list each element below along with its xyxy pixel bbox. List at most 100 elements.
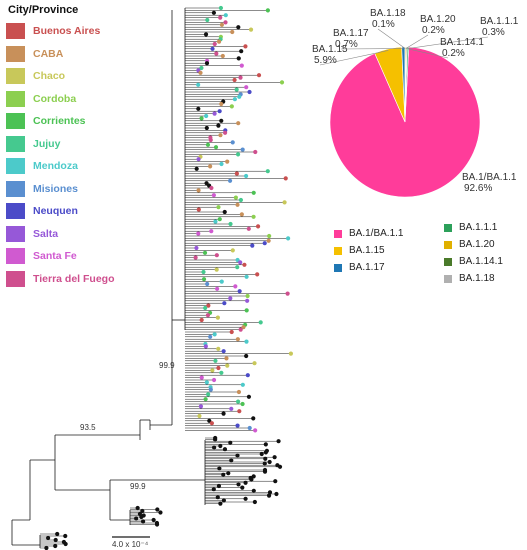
node-support-label: 99.9 bbox=[130, 482, 146, 491]
tree-tip bbox=[263, 442, 268, 447]
province-legend-row: Salta bbox=[6, 223, 166, 246]
tree-tip bbox=[266, 238, 271, 243]
tree-tip bbox=[213, 437, 218, 442]
pie-slice-percent: 92.6% bbox=[464, 183, 492, 194]
tree-tip bbox=[255, 224, 261, 229]
lineage-legend-row: BA.1.17 bbox=[334, 259, 403, 276]
tree-tip bbox=[242, 262, 247, 267]
tree-tip bbox=[228, 296, 233, 301]
tree-tip bbox=[45, 535, 51, 541]
tree-tip bbox=[235, 399, 241, 404]
province-swatch bbox=[6, 135, 25, 152]
tree-tip bbox=[219, 22, 224, 27]
lineage-label: BA.1.20 bbox=[459, 239, 495, 250]
tree-tip bbox=[219, 370, 224, 375]
tree-tip bbox=[196, 188, 201, 193]
tree-tip bbox=[251, 190, 256, 195]
tree-tip bbox=[204, 61, 210, 66]
province-label: Tierra del Fuego bbox=[33, 272, 115, 285]
tree-tip bbox=[203, 344, 208, 349]
tree-tip bbox=[134, 516, 139, 521]
province-legend-items: Buenos Aires CABA Chaco Cordoba Corrientes Ju… bbox=[6, 20, 166, 290]
province-label: Jujuy bbox=[33, 137, 61, 150]
tree-tip bbox=[218, 501, 223, 506]
tree-tip bbox=[140, 519, 146, 524]
province-legend-row: Jujuy bbox=[6, 133, 166, 156]
tree-tip bbox=[251, 416, 256, 421]
tree-tip bbox=[217, 217, 222, 222]
tree-tip bbox=[208, 164, 213, 169]
tree-tip bbox=[215, 286, 220, 291]
tree-tip bbox=[225, 363, 230, 368]
tree-tip bbox=[223, 13, 228, 18]
tree-tip bbox=[222, 130, 228, 135]
tree-tip bbox=[282, 200, 287, 205]
tree-tip bbox=[239, 49, 244, 54]
tree-tip bbox=[263, 450, 268, 455]
tree-tip bbox=[225, 159, 230, 164]
tree-tip bbox=[208, 137, 213, 143]
tree-tip bbox=[244, 85, 249, 90]
pie-slice-percent: 0.2% bbox=[422, 25, 445, 36]
tree-tip bbox=[262, 461, 267, 466]
tree-tip bbox=[272, 455, 277, 460]
pie-slice-name: BA.1.14.1 bbox=[440, 37, 484, 48]
tree-tip bbox=[209, 185, 214, 191]
tree-tip bbox=[240, 485, 245, 490]
tree-tip bbox=[221, 349, 226, 354]
tree-tip bbox=[235, 152, 241, 157]
tree-tip bbox=[211, 10, 217, 15]
tree-tip bbox=[236, 56, 241, 61]
tree-tip bbox=[199, 317, 204, 323]
lineage-legend-row: BA.1.1.1 bbox=[444, 219, 503, 236]
tree-tip bbox=[205, 142, 211, 147]
tree-tip bbox=[198, 70, 203, 75]
tree-tip bbox=[228, 221, 233, 227]
tree-tip bbox=[267, 233, 272, 239]
tree-tip bbox=[279, 80, 285, 85]
tree-tip bbox=[244, 339, 249, 344]
tree-tip bbox=[154, 522, 160, 527]
tree-tip bbox=[234, 87, 239, 92]
tree-tip bbox=[265, 8, 270, 13]
tree-tip bbox=[219, 279, 224, 284]
lineage-label: BA.1.17 bbox=[349, 262, 385, 273]
tree-tip bbox=[218, 443, 223, 449]
tree-tip bbox=[216, 123, 221, 128]
province-label: Cordoba bbox=[33, 92, 77, 105]
tree-tip bbox=[204, 113, 209, 119]
province-legend-row: Buenos Aires bbox=[6, 20, 166, 43]
tree-tip bbox=[222, 447, 228, 452]
tree-tip bbox=[214, 267, 219, 272]
tree-tip bbox=[196, 231, 201, 236]
province-label: CABA bbox=[33, 47, 64, 60]
pie-leader-line bbox=[377, 28, 406, 49]
lineage-swatch bbox=[444, 257, 452, 266]
province-legend-row: CABA bbox=[6, 43, 166, 66]
tree-tip bbox=[235, 453, 240, 458]
tree-tip bbox=[237, 289, 242, 294]
tree-tip bbox=[235, 423, 240, 428]
province-swatch bbox=[6, 158, 25, 175]
tree-tip bbox=[218, 133, 223, 138]
lineage-label: BA.1.1.1 bbox=[459, 222, 498, 233]
pie-leader-line bbox=[406, 48, 449, 59]
tree-tip bbox=[245, 298, 250, 303]
tree-tip bbox=[274, 491, 279, 497]
lineage-legend-row: BA.1.18 bbox=[444, 270, 503, 287]
tree-tip bbox=[251, 474, 256, 479]
tree-tip bbox=[155, 507, 160, 512]
tree-tip bbox=[196, 207, 201, 212]
tree-tip bbox=[250, 243, 255, 248]
tree-tip bbox=[232, 97, 237, 102]
tree-tip bbox=[193, 255, 198, 260]
province-label: Salta bbox=[33, 227, 59, 240]
tree-tip bbox=[202, 250, 208, 255]
province-swatch bbox=[6, 180, 25, 197]
pie-leader-line bbox=[407, 36, 489, 49]
tree-tip bbox=[244, 353, 249, 359]
province-label: Misiones bbox=[33, 182, 78, 195]
tree-tip bbox=[216, 346, 221, 351]
province-swatch bbox=[6, 45, 25, 62]
tree-tip bbox=[140, 508, 145, 514]
